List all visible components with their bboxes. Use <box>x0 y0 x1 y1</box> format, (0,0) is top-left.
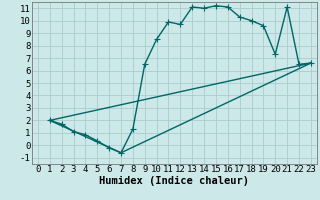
X-axis label: Humidex (Indice chaleur): Humidex (Indice chaleur) <box>100 176 249 186</box>
